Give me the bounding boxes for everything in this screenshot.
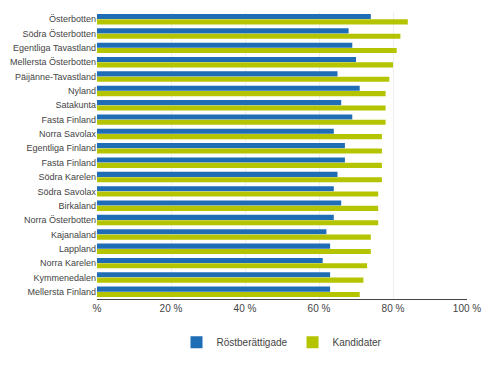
svg-text:60 %: 60 % <box>308 303 331 314</box>
svg-text:Norra Savolax: Norra Savolax <box>39 129 97 139</box>
svg-text:Fasta Finland: Fasta Finland <box>41 158 96 168</box>
svg-text:Mellersta Finland: Mellersta Finland <box>27 287 96 297</box>
svg-text:Österbotten: Österbotten <box>49 14 96 24</box>
svg-text:Södra Karelen: Södra Karelen <box>38 172 96 182</box>
svg-text:Egentliga Finland: Egentliga Finland <box>26 143 96 153</box>
svg-text:Lappland: Lappland <box>59 244 96 254</box>
svg-text:Mellersta Österbotten: Mellersta Österbotten <box>10 57 96 67</box>
svg-text:Satakunta: Satakunta <box>55 100 96 110</box>
svg-text:Norra Karelen: Norra Karelen <box>40 258 96 268</box>
svg-text:Norra Österbotten: Norra Österbotten <box>24 215 96 225</box>
svg-text:Röstberättigade: Röstberättigade <box>217 337 288 348</box>
svg-text:40 %: 40 % <box>234 303 257 314</box>
svg-text:Kajanaland: Kajanaland <box>51 230 96 240</box>
svg-text:%: % <box>93 303 102 314</box>
svg-text:Kandidater: Kandidater <box>333 337 382 348</box>
svg-text:Fasta Finland: Fasta Finland <box>41 115 96 125</box>
svg-text:Egentliga Tavastland: Egentliga Tavastland <box>13 43 96 53</box>
svg-text:80 %: 80 % <box>382 303 405 314</box>
svg-text:100 %: 100 % <box>453 303 481 314</box>
svg-text:20 %: 20 % <box>160 303 183 314</box>
svg-text:Kymmenedalen: Kymmenedalen <box>33 273 96 283</box>
svg-text:Södra Savolax: Södra Savolax <box>37 187 96 197</box>
svg-text:Nyland: Nyland <box>68 86 96 96</box>
svg-text:Södra Österbotten: Södra Österbotten <box>22 29 96 39</box>
svg-text:Birkaland: Birkaland <box>58 201 96 211</box>
svg-text:Päijänne-Tavastland: Päijänne-Tavastland <box>15 72 96 82</box>
